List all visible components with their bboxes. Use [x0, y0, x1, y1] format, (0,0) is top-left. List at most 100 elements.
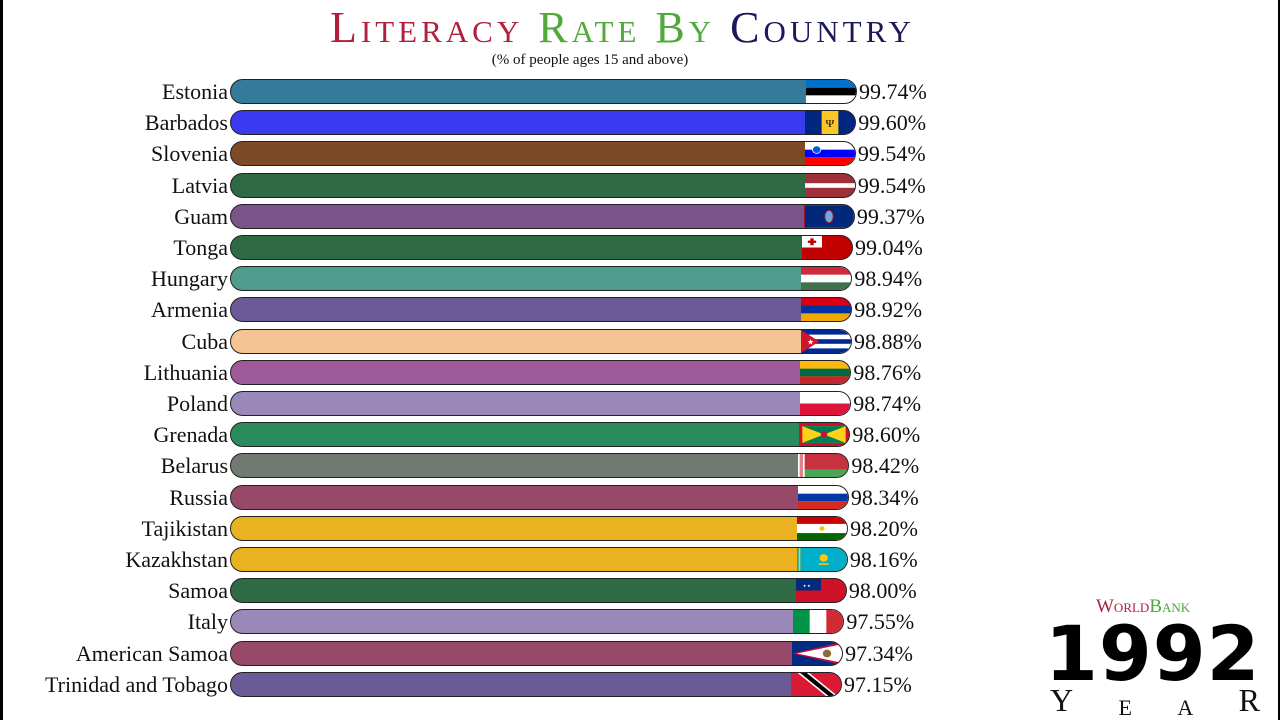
latvia-flag-icon — [804, 173, 855, 197]
value-label: 98.92% — [854, 297, 923, 323]
bar-row: Latvia 99.54% — [0, 172, 1000, 200]
value-label: 98.76% — [853, 359, 922, 385]
country-label: Barbados — [144, 110, 228, 136]
year-letter: A — [1177, 695, 1194, 720]
american-samoa-flag-icon — [792, 641, 843, 665]
cuba-flag-icon: ★ — [801, 329, 852, 353]
tonga-flag-icon — [801, 236, 852, 259]
tajikistan-flag-icon — [797, 516, 848, 540]
chart-title: Literacy Rate By Country — [0, 4, 1245, 52]
bar-row: Guam 99.37% — [0, 203, 1000, 231]
svg-text:★: ★ — [807, 337, 814, 346]
bar-row: Poland 98.74% — [0, 390, 1000, 418]
guam-flag-icon — [803, 204, 854, 228]
value-label: 97.15% — [844, 671, 912, 697]
bar — [230, 422, 851, 448]
year-label: Y E A R — [1050, 683, 1260, 725]
bar — [230, 235, 853, 260]
year-value: 1992 — [1045, 609, 1261, 698]
estonia-flag-icon — [806, 80, 856, 103]
bar-row: Trinidad and Tobago 97.15% — [0, 671, 1000, 699]
poland-flag-icon — [800, 392, 851, 415]
country-label: American Samoa — [75, 640, 228, 666]
value-label: 99.74% — [859, 79, 927, 104]
country-label: Cuba — [181, 328, 228, 354]
bar — [230, 453, 850, 479]
bar-row: American Samoa 97.34% — [0, 640, 1000, 668]
bar — [230, 79, 857, 104]
italy-flag-icon — [793, 610, 844, 634]
bar: ★ — [230, 328, 853, 354]
belarus-flag-icon — [798, 454, 849, 478]
lithuania-flag-icon — [800, 360, 851, 384]
bar — [230, 671, 842, 697]
bar-row: Samoa ✦✦ 98.00% — [0, 577, 1000, 605]
country-label: Grenada — [153, 422, 228, 448]
bar — [230, 391, 852, 416]
right-border — [1278, 0, 1280, 720]
country-label: Russia — [169, 484, 228, 510]
value-label: 98.16% — [849, 547, 918, 572]
bar-row: Tonga 99.04% — [0, 234, 1000, 262]
value-label: 97.34% — [845, 640, 913, 666]
value-label: 98.74% — [853, 391, 922, 416]
trinidad-and-tobago-flag-icon — [791, 672, 841, 696]
barbados-flag-icon: Ψ — [805, 111, 856, 135]
country-label: Estonia — [162, 79, 228, 104]
value-label: 99.54% — [857, 141, 926, 167]
country-label: Guam — [174, 203, 228, 229]
bar — [230, 172, 856, 198]
source-world: World — [1096, 596, 1150, 617]
slovenia-flag-icon — [804, 142, 855, 166]
title-part-literacy: Literacy — [330, 3, 539, 52]
svg-text:✦✦: ✦✦ — [803, 584, 811, 590]
value-label: 99.54% — [857, 172, 926, 198]
value-label: 98.94% — [854, 266, 923, 292]
bar — [230, 203, 855, 229]
bar — [230, 547, 848, 572]
chart-subtitle: (% of people ages 15 and above) — [491, 52, 689, 68]
bar-row: Estonia 99.74% — [0, 78, 1000, 106]
value-label: 98.42% — [851, 453, 920, 479]
bar — [230, 297, 853, 323]
bar-row: Grenada 98.60% — [0, 421, 1000, 449]
bar-row: Belarus 98.42% — [0, 452, 1000, 480]
country-label: Hungary — [151, 266, 228, 292]
value-label: 98.00% — [848, 578, 917, 604]
value-label: 98.60% — [852, 422, 921, 448]
country-label: Slovenia — [151, 141, 228, 167]
bar — [230, 266, 853, 292]
bar-row: Hungary 98.94% — [0, 265, 1000, 293]
bar-row: Kazakhstan 98.16% — [0, 546, 1000, 574]
bar — [230, 609, 845, 635]
bar-row: Slovenia 99.54% — [0, 140, 1000, 168]
year-letter: R — [1238, 682, 1260, 718]
bar — [230, 515, 849, 541]
bar — [230, 359, 852, 385]
grenada-flag-icon — [799, 423, 850, 447]
bar-row: Cuba ★ 98.88% — [0, 328, 1000, 356]
year-letter: E — [1118, 695, 1132, 720]
country-label: Poland — [166, 391, 228, 416]
bar: Ψ — [230, 110, 857, 136]
armenia-flag-icon — [801, 298, 852, 322]
bar-row: Armenia 98.92% — [0, 296, 1000, 324]
kazakhstan-flag-icon — [796, 548, 847, 571]
bar — [230, 484, 849, 510]
country-label: Lithuania — [143, 359, 228, 385]
country-label: Tonga — [173, 235, 228, 260]
hungary-flag-icon — [801, 267, 852, 291]
title-part-country: Country — [730, 3, 915, 52]
left-border — [0, 0, 3, 720]
country-label: Samoa — [168, 578, 228, 604]
country-label: Tajikistan — [141, 515, 228, 541]
bar — [230, 640, 844, 666]
samoa-flag-icon: ✦✦ — [795, 579, 846, 603]
bar-row: Russia 98.34% — [0, 484, 1000, 512]
value-label: 98.20% — [850, 515, 918, 541]
russia-flag-icon — [797, 485, 848, 509]
value-label: 99.60% — [858, 110, 927, 136]
country-label: Italy — [187, 609, 228, 635]
source-label: WorldBank — [1096, 596, 1190, 618]
country-label: Armenia — [151, 297, 228, 323]
